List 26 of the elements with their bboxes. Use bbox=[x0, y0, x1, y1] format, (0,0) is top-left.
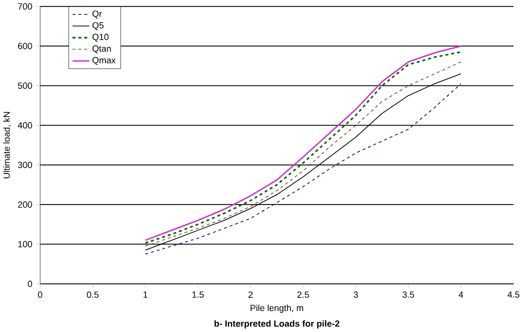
legend-label: Qr bbox=[92, 10, 102, 19]
legend-label: Q10 bbox=[92, 34, 109, 42]
y-axis-title: Ultimate load, kN bbox=[3, 112, 11, 178]
x-tick-label: 4.5 bbox=[508, 292, 520, 298]
x-tick-label: 2.5 bbox=[297, 292, 309, 298]
legend-label: Q5 bbox=[92, 22, 104, 30]
x-tick-label: 0.5 bbox=[86, 292, 99, 298]
text: b- Interpreted Loads for pile-2 bbox=[214, 320, 340, 329]
legend-label: Qmax bbox=[92, 57, 116, 66]
x-tick-label: 2 bbox=[248, 292, 253, 298]
x-tick-label: 1.5 bbox=[192, 292, 204, 298]
y-tick-label: 500 bbox=[18, 82, 32, 89]
y-tick-label: 600 bbox=[18, 43, 32, 50]
x-tick-label: 1 bbox=[144, 292, 148, 298]
x-tick-label: 0 bbox=[38, 292, 42, 298]
y-tick-label: 100 bbox=[18, 241, 32, 248]
y-tick-label: 200 bbox=[18, 202, 32, 208]
x-tick-label: 3.5 bbox=[402, 292, 414, 298]
x-tick-label: 4 bbox=[458, 292, 464, 298]
y-tick-label: 400 bbox=[18, 122, 32, 129]
y-tick-label: 0 bbox=[28, 280, 32, 288]
legend-label: Qtan bbox=[92, 46, 111, 54]
y-tick-label: 700 bbox=[18, 3, 32, 10]
y-tick-label: 300 bbox=[18, 162, 32, 168]
x-tick-label: 3 bbox=[354, 292, 358, 298]
x-axis-title: Pile length, m bbox=[250, 304, 304, 313]
